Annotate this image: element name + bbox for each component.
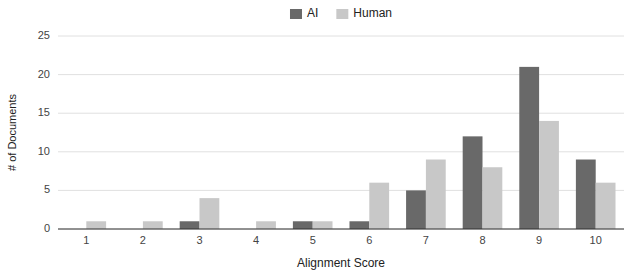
- legend-swatch: [290, 9, 302, 19]
- y-axis-label: # of Documents: [6, 93, 18, 171]
- x-axis-label: Alignment Score: [297, 256, 385, 270]
- y-tick-label: 20: [38, 68, 50, 80]
- x-axis: 1 2 3 4 5 6 7 8 9 10: [58, 229, 624, 246]
- bar: [369, 183, 389, 229]
- x-tick-label: 4: [253, 234, 259, 246]
- bar: [256, 221, 276, 229]
- chart-container: 0 5 10 15 20 25 1 2 3 4 5 6 7 8 9 10 Alignment Score # of…: [0, 0, 640, 275]
- x-axis-line: [58, 229, 624, 230]
- bars: [86, 67, 615, 229]
- bar: [519, 67, 539, 229]
- x-tick-label: 10: [590, 234, 602, 246]
- bar: [200, 198, 220, 229]
- legend-label: AI: [307, 6, 318, 20]
- y-axis: 0 5 10 15 20 25: [38, 29, 50, 234]
- x-tick-label: 9: [536, 234, 542, 246]
- bar: [293, 221, 313, 229]
- grid-line: [58, 36, 624, 37]
- grid: [58, 36, 624, 229]
- x-tick-label: 7: [423, 234, 429, 246]
- legend: AI Human: [290, 6, 392, 20]
- legend-item: AI: [290, 6, 318, 20]
- x-tick-label: 5: [310, 234, 316, 246]
- bar: [539, 121, 559, 229]
- bar: [483, 167, 503, 229]
- y-tick-label: 0: [44, 222, 50, 234]
- chart: 0 5 10 15 20 25 1 2 3 4 5 6 7 8 9 10 Alignment Score # of…: [0, 0, 640, 275]
- bar: [426, 160, 446, 229]
- legend-label: Human: [353, 6, 392, 20]
- x-tick-label: 2: [140, 234, 146, 246]
- bar: [180, 221, 200, 229]
- y-tick-label: 25: [38, 29, 50, 41]
- legend-swatch: [336, 9, 348, 19]
- bar: [596, 183, 616, 229]
- bar: [143, 221, 163, 229]
- x-tick-label: 1: [83, 234, 89, 246]
- x-tick-label: 3: [196, 234, 202, 246]
- bar: [463, 136, 483, 229]
- y-tick-label: 5: [44, 183, 50, 195]
- y-tick-label: 10: [38, 145, 50, 157]
- bar: [313, 221, 333, 229]
- bar: [86, 221, 106, 229]
- x-tick-label: 6: [366, 234, 372, 246]
- bar: [406, 190, 426, 229]
- bar: [576, 160, 596, 229]
- x-tick-label: 8: [479, 234, 485, 246]
- y-tick-label: 15: [38, 106, 50, 118]
- bar: [349, 221, 369, 229]
- grid-line: [58, 229, 624, 230]
- legend-item: Human: [336, 6, 392, 20]
